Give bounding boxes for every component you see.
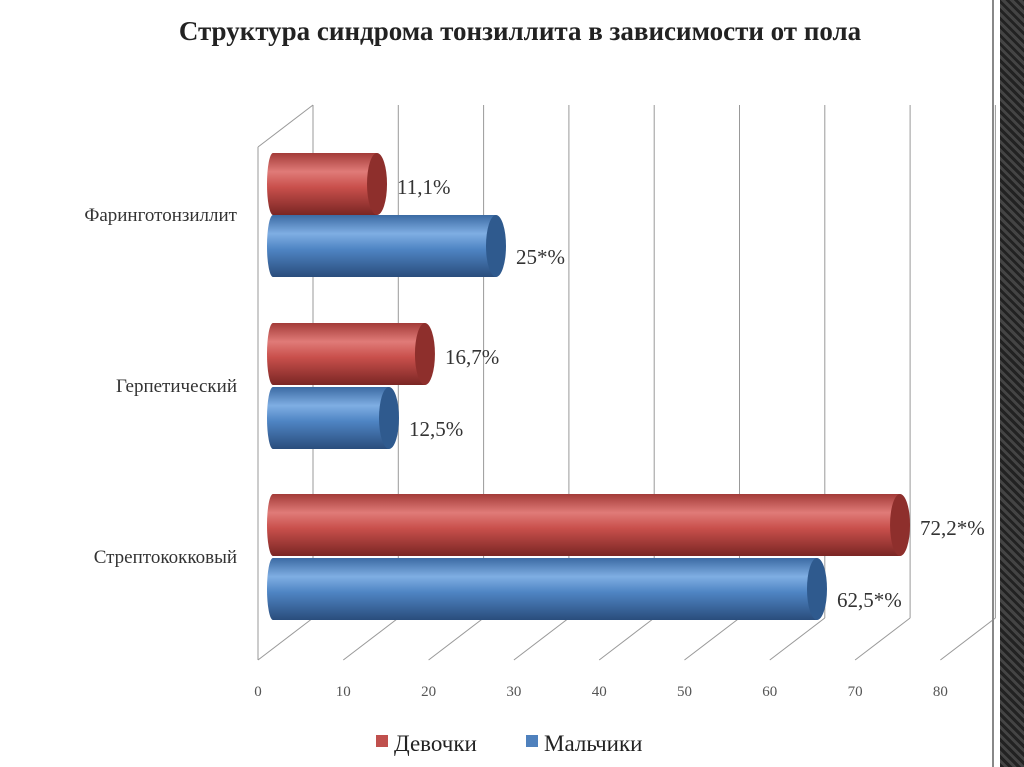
- bar-girls: [267, 494, 901, 556]
- floor-grid-line: [428, 617, 484, 661]
- floor-grid-line: [342, 617, 399, 661]
- category-label: Фаринготонзиллит: [84, 205, 237, 226]
- legend-swatch-1: [526, 735, 538, 747]
- x-tick-label: 60: [762, 684, 777, 700]
- x-tick-label: 80: [933, 684, 948, 700]
- x-tick-label: 0: [254, 684, 262, 700]
- x-tick-label: 50: [677, 684, 692, 700]
- slide-border-line: [992, 0, 994, 767]
- bar-cap: [807, 558, 827, 620]
- bar-cap: [367, 153, 388, 215]
- chart-title: Структура синдрома тонзиллита в зависимо…: [178, 16, 862, 46]
- floor-grid-line: [769, 617, 826, 661]
- category-label: Стрептококковый: [94, 547, 237, 568]
- data-label: 11,1%: [397, 175, 450, 199]
- data-label: 72,2*%: [920, 516, 985, 540]
- bar-girls: [267, 323, 425, 385]
- bar-boys: [267, 558, 817, 620]
- bar-cap: [486, 215, 506, 277]
- x-tick-label: 70: [848, 684, 863, 700]
- bar-girls: [267, 153, 378, 215]
- x-tick-label: 40: [592, 684, 607, 700]
- data-label: 12,5%: [409, 417, 463, 441]
- legend-label: Девочки: [394, 731, 477, 756]
- bar-cap: [890, 494, 911, 556]
- data-label: 62,5*%: [837, 588, 902, 612]
- x-tick-label: 10: [336, 684, 351, 700]
- floor-grid-line: [598, 617, 655, 661]
- floor-grid-line: [854, 617, 911, 661]
- category-label: Герпетический: [116, 376, 237, 397]
- legend-label: Мальчики: [544, 731, 642, 756]
- floor-grid-line: [684, 617, 740, 661]
- left-wall-top: [257, 104, 314, 148]
- x-tick-label: 30: [506, 684, 521, 700]
- slide-decorative-strip: [1000, 0, 1024, 767]
- legend-swatch-0: [376, 735, 388, 747]
- bar-cap: [414, 323, 435, 385]
- bar-cap: [379, 387, 399, 449]
- data-label: 16,7%: [445, 345, 499, 369]
- floor-grid-line: [940, 617, 996, 661]
- data-label: 25*%: [516, 245, 565, 269]
- x-tick-label: 20: [421, 684, 436, 700]
- bar-boys: [267, 215, 496, 277]
- floor-grid-line: [513, 617, 570, 661]
- floor-grid-line: [257, 617, 314, 661]
- bar-boys: [267, 387, 389, 449]
